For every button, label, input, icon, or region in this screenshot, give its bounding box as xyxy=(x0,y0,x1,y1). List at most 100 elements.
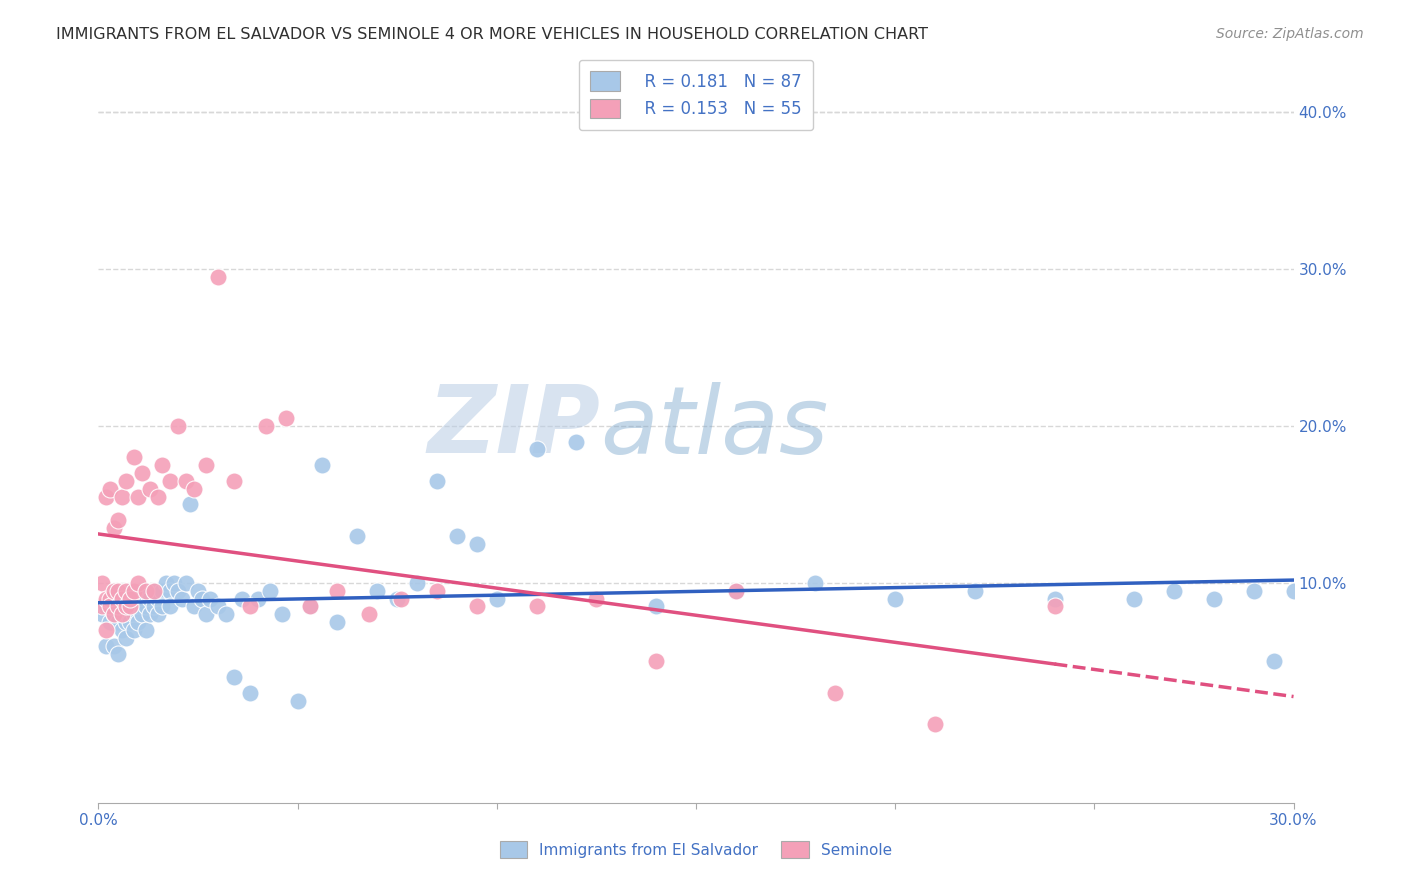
Point xyxy=(98,591,122,606)
Point xyxy=(174,575,197,590)
Point xyxy=(167,583,190,598)
Point xyxy=(1043,591,1066,606)
Point xyxy=(485,591,508,606)
Point xyxy=(148,591,170,606)
Point xyxy=(426,474,449,488)
Point xyxy=(526,599,548,614)
Point xyxy=(127,490,149,504)
Point xyxy=(120,599,142,614)
Point xyxy=(159,474,181,488)
Point xyxy=(446,529,468,543)
Point xyxy=(135,583,157,598)
Point xyxy=(96,623,118,637)
Point xyxy=(645,655,668,669)
Point xyxy=(139,591,162,606)
Point xyxy=(187,583,209,598)
Point xyxy=(183,599,205,614)
Point xyxy=(585,591,607,606)
Point xyxy=(359,607,381,622)
Point xyxy=(426,583,449,598)
Point xyxy=(135,599,157,614)
Point xyxy=(115,591,138,606)
Text: atlas: atlas xyxy=(600,382,828,473)
Point xyxy=(103,583,125,598)
Point xyxy=(724,583,747,598)
Point xyxy=(298,599,321,614)
Point xyxy=(645,599,668,614)
Point xyxy=(724,583,747,598)
Point xyxy=(127,583,149,598)
Point xyxy=(254,418,277,433)
Point xyxy=(111,490,134,504)
Point xyxy=(195,607,218,622)
Point xyxy=(98,482,122,496)
Point xyxy=(150,583,173,598)
Point xyxy=(259,583,281,598)
Point xyxy=(96,591,118,606)
Point xyxy=(91,607,114,622)
Point xyxy=(103,583,125,598)
Point xyxy=(103,639,125,653)
Point xyxy=(1243,583,1265,598)
Point xyxy=(298,599,321,614)
Point xyxy=(222,670,245,684)
Point xyxy=(111,607,134,622)
Point xyxy=(389,591,412,606)
Point xyxy=(111,607,134,622)
Point xyxy=(406,575,429,590)
Point xyxy=(1163,583,1185,598)
Point xyxy=(465,599,488,614)
Point xyxy=(172,591,194,606)
Point xyxy=(107,583,129,598)
Point xyxy=(270,607,292,622)
Text: ZIP: ZIP xyxy=(427,381,600,473)
Point xyxy=(91,575,114,590)
Point xyxy=(96,490,118,504)
Point xyxy=(198,591,221,606)
Point xyxy=(120,599,142,614)
Point xyxy=(565,434,588,449)
Point xyxy=(135,623,157,637)
Point xyxy=(107,513,129,527)
Point xyxy=(155,575,177,590)
Point xyxy=(127,615,149,630)
Point xyxy=(115,615,138,630)
Point xyxy=(103,607,125,622)
Point xyxy=(1302,591,1324,606)
Point xyxy=(326,583,349,598)
Point xyxy=(215,607,238,622)
Point xyxy=(179,497,201,511)
Point xyxy=(103,521,125,535)
Point xyxy=(924,717,946,731)
Point xyxy=(326,615,349,630)
Point xyxy=(207,269,229,284)
Point xyxy=(526,442,548,457)
Text: IMMIGRANTS FROM EL SALVADOR VS SEMINOLE 4 OR MORE VEHICLES IN HOUSEHOLD CORRELAT: IMMIGRANTS FROM EL SALVADOR VS SEMINOLE … xyxy=(56,27,928,42)
Point xyxy=(150,599,173,614)
Point xyxy=(1263,655,1285,669)
Point xyxy=(127,575,149,590)
Point xyxy=(366,583,388,598)
Point xyxy=(107,615,129,630)
Point xyxy=(385,591,409,606)
Point xyxy=(98,591,122,606)
Point xyxy=(96,639,118,653)
Point xyxy=(143,583,166,598)
Point xyxy=(98,615,122,630)
Point xyxy=(115,599,138,614)
Point xyxy=(239,686,262,700)
Point xyxy=(231,591,253,606)
Point xyxy=(246,591,269,606)
Point xyxy=(115,583,138,598)
Point xyxy=(159,583,181,598)
Point xyxy=(143,583,166,598)
Point xyxy=(1202,591,1225,606)
Point xyxy=(107,647,129,661)
Point xyxy=(150,458,173,472)
Point xyxy=(131,591,153,606)
Point xyxy=(963,583,986,598)
Point xyxy=(1043,599,1066,614)
Point xyxy=(107,591,129,606)
Point xyxy=(195,458,218,472)
Point xyxy=(207,599,229,614)
